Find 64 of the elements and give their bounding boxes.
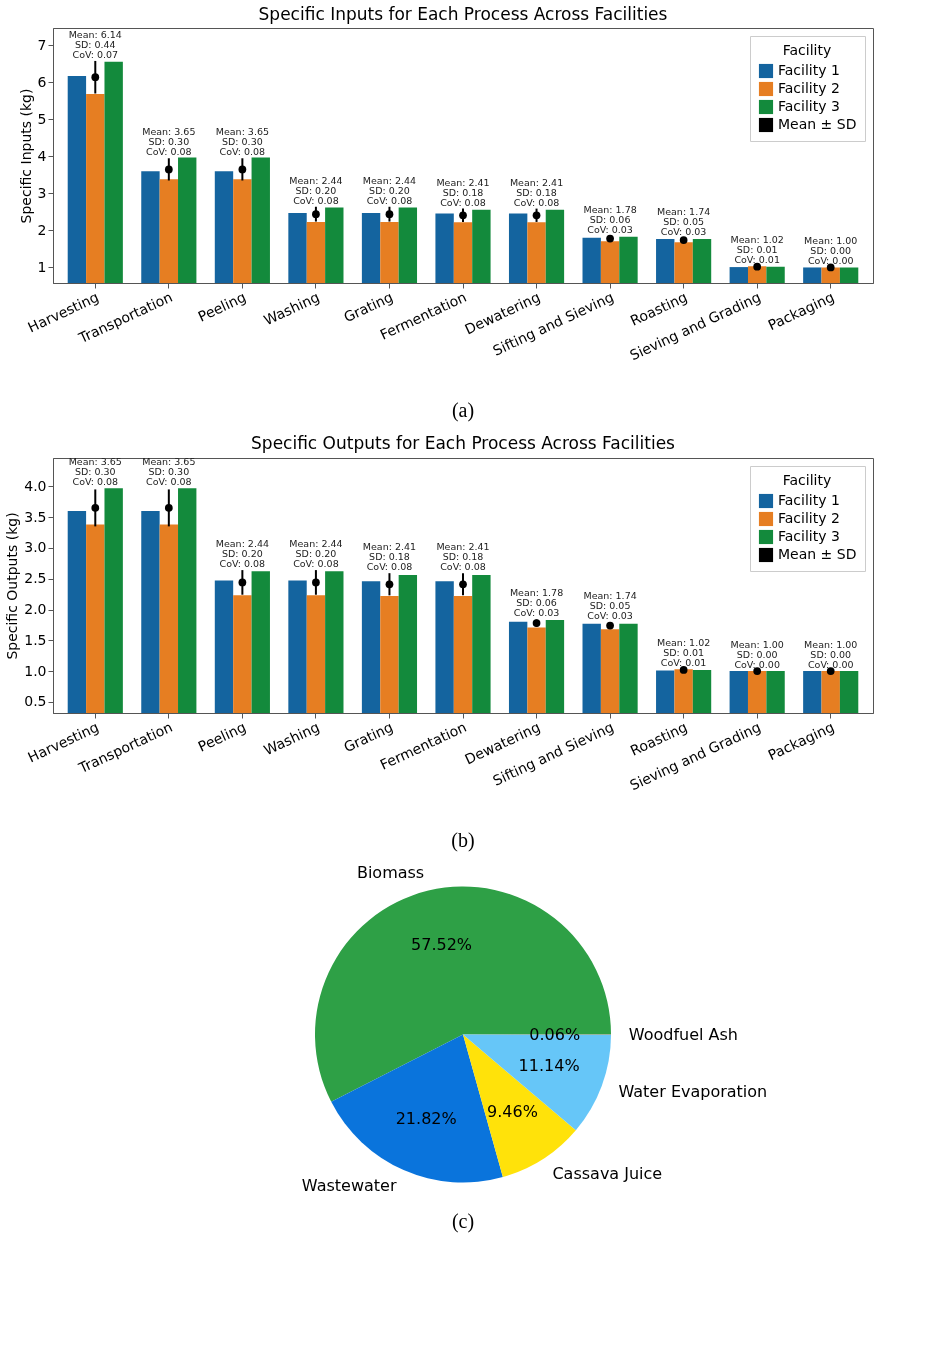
y-tick-label: 0.5 [24,693,47,710]
text: (a) [451,399,475,422]
y-tick-label: 3.0 [24,539,47,556]
data-label: 0.06% [529,1024,581,1044]
annotation: Mean: 2.41 SD: 0.18 CoV: 0.08 [436,541,490,573]
annotation: Mean: 1.78 SD: 0.06 CoV: 0.03 [583,204,637,236]
y-tick-label: 4 [37,147,47,164]
text: (b) [451,829,475,852]
y-axis-title: Specific Outputs (kg) [4,512,21,660]
slice-label: Wastewater [301,1176,397,1196]
data-label: 21.82% [395,1108,457,1128]
y-tick-label: 1.0 [24,662,47,679]
annotation: Mean: 1.00 SD: 0.00 CoV: 0.00 [730,639,784,671]
slice-label: Water Evaporation [618,1081,768,1101]
slice-label: Woodfuel Ash [628,1024,738,1044]
annotation: Mean: 6.14 SD: 0.44 CoV: 0.07 [68,28,122,60]
y-tick-label: 4.0 [24,477,47,494]
annotation: Mean: 2.44 SD: 0.20 CoV: 0.08 [289,538,343,570]
legend-label: Facility 3 [778,528,840,544]
legend-label: Facility 2 [778,80,840,96]
y-tick-label: 6 [37,73,47,90]
annotation: Mean: 2.41 SD: 0.18 CoV: 0.08 [509,176,564,208]
annotation: Mean: 2.41 SD: 0.18 CoV: 0.08 [436,176,490,208]
legend-title: Facility [782,42,832,58]
y-tick-label: 2 [37,221,47,238]
annotation: Mean: 1.02 SD: 0.01 CoV: 0.01 [730,234,784,266]
legend-label: Facility 1 [778,492,840,508]
legend-label: Facility 3 [778,98,840,114]
slice-label: Cassava Juice [552,1164,663,1184]
annotation: Mean: 2.41 SD: 0.18 CoV: 0.08 [362,541,417,573]
y-tick-label: 2.5 [24,570,47,587]
y-tick-label: 2.0 [24,601,47,618]
legend-label: Mean ± SD [778,116,857,132]
y-tick-label: 3 [37,184,47,201]
annotation: Mean: 2.44 SD: 0.20 CoV: 0.08 [215,538,270,570]
annotation: Mean: 1.02 SD: 0.01 CoV: 0.01 [656,637,711,669]
annotation: Mean: 3.65 SD: 0.30 CoV: 0.08 [142,125,196,157]
annotation: Mean: 2.44 SD: 0.20 CoV: 0.08 [362,174,417,206]
annotation: Mean: 1.00 SD: 0.00 CoV: 0.00 [804,639,858,671]
annotation: Mean: 1.78 SD: 0.06 CoV: 0.03 [509,587,564,619]
y-axis-title: Specific Inputs (kg) [17,88,34,224]
legend-label: Facility 2 [778,510,840,526]
annotation: Mean: 3.65 SD: 0.30 CoV: 0.08 [142,456,196,488]
annotation: Mean: 1.74 SD: 0.05 CoV: 0.03 [656,206,711,238]
chart-title: Specific Outputs for Each Process Across Facilities [251,433,676,454]
y-tick-label: 5 [37,110,47,127]
annotation: Mean: 2.44 SD: 0.20 CoV: 0.08 [289,174,343,206]
y-tick-label: 1.5 [24,631,47,648]
chart-title: Specific Inputs for Each Process Across Facilities [258,4,668,24]
data-label: 57.52% [411,935,473,955]
annotation: Mean: 3.65 SD: 0.30 CoV: 0.08 [215,125,270,157]
text: (c) [451,1210,475,1233]
slice-label: Biomass [356,863,425,883]
annotation: Mean: 1.00 SD: 0.00 CoV: 0.00 [804,235,858,267]
data-label: 9.46% [487,1101,538,1121]
y-tick-label: 7 [37,36,47,53]
legend-label: Mean ± SD [778,546,857,562]
annotation: Mean: 3.65 SD: 0.30 CoV: 0.08 [68,456,122,488]
legend-label: Facility 1 [778,62,840,78]
legend-title: Facility [782,472,832,488]
y-tick-label: 3.5 [24,508,47,525]
annotation: Mean: 1.74 SD: 0.05 CoV: 0.03 [583,590,637,622]
y-tick-label: 1 [37,258,47,275]
data-label: 11.14% [518,1056,580,1076]
